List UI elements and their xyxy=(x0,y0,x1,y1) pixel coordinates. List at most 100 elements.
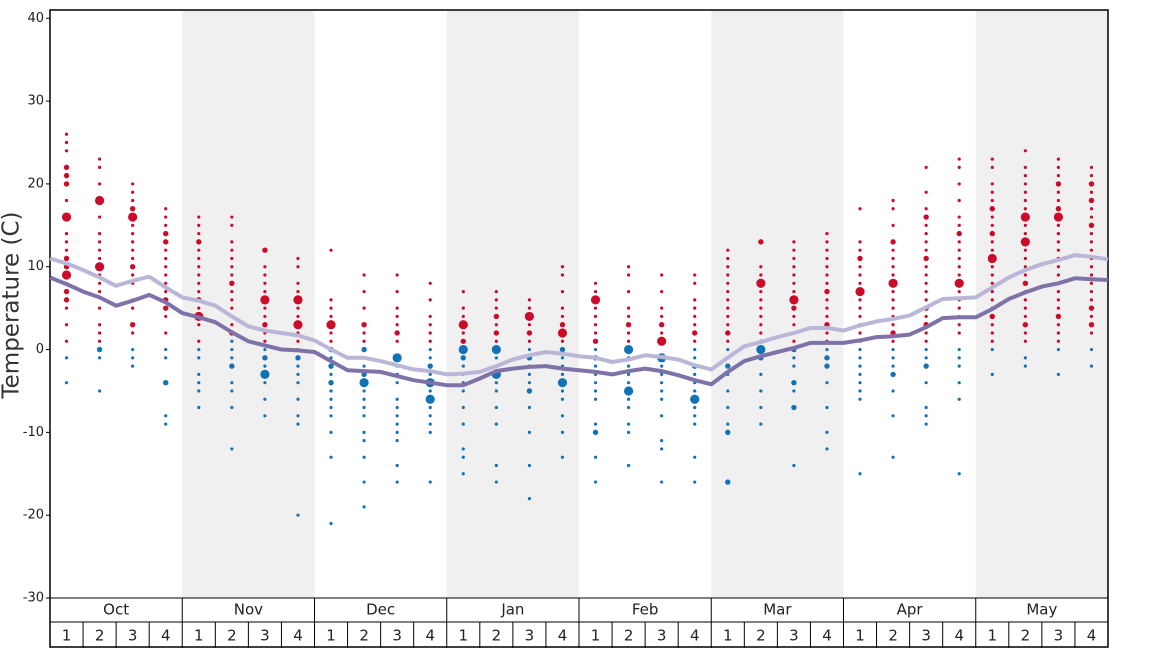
low-dot xyxy=(97,389,102,393)
high-dot xyxy=(129,322,136,328)
high-dot xyxy=(128,212,138,222)
high-dot xyxy=(957,289,961,294)
high-dot xyxy=(394,330,400,336)
high-dot xyxy=(792,281,796,285)
month-label: May xyxy=(1026,601,1057,619)
high-dot xyxy=(726,298,730,302)
high-dot xyxy=(557,328,568,338)
low-dot xyxy=(858,389,862,393)
low-dot xyxy=(858,372,862,376)
high-dot xyxy=(1089,281,1094,285)
low-dot xyxy=(296,513,300,517)
high-dot xyxy=(1056,323,1061,327)
high-dot xyxy=(924,190,928,194)
high-dot xyxy=(163,305,169,311)
low-dot xyxy=(891,414,895,418)
low-dot xyxy=(230,356,234,360)
high-dot xyxy=(1089,331,1094,335)
high-dot xyxy=(1088,222,1095,229)
high-dot xyxy=(990,240,994,244)
low-dot xyxy=(825,347,829,352)
high-dot xyxy=(197,215,201,219)
week-label: 4 xyxy=(425,627,435,645)
high-dot xyxy=(97,281,102,285)
low-dot xyxy=(296,372,300,376)
high-dot xyxy=(263,281,267,285)
low-dot xyxy=(97,356,102,360)
high-dot xyxy=(726,323,730,327)
low-dot xyxy=(395,381,399,385)
high-dot xyxy=(164,215,168,219)
low-dot xyxy=(990,347,994,352)
low-dot xyxy=(957,381,961,385)
high-dot xyxy=(825,314,829,319)
high-dot xyxy=(63,164,70,171)
high-dot xyxy=(726,248,730,252)
low-dot xyxy=(362,455,366,459)
week-label: 3 xyxy=(657,627,667,645)
high-dot xyxy=(131,273,135,277)
month-label: Jan xyxy=(500,601,524,619)
high-dot xyxy=(693,306,697,310)
low-dot xyxy=(230,339,234,343)
week-label: 4 xyxy=(161,627,171,645)
high-dot xyxy=(197,273,201,277)
low-dot xyxy=(825,447,829,451)
y-tick-label: 20 xyxy=(27,176,44,191)
axes xyxy=(46,9,1109,648)
low-dot xyxy=(329,397,333,401)
low-dot xyxy=(362,505,366,509)
high-dot xyxy=(1023,314,1027,319)
low-dot xyxy=(792,463,796,468)
high-dot xyxy=(759,331,763,335)
high-dot xyxy=(759,273,763,277)
high-dot xyxy=(362,339,366,343)
high-dot xyxy=(64,323,69,327)
low-dot xyxy=(362,389,366,393)
high-dot xyxy=(789,295,799,305)
week-label: 2 xyxy=(888,627,898,645)
low-dot xyxy=(395,480,399,484)
high-dot xyxy=(693,298,697,302)
low-dot xyxy=(362,439,366,443)
low-dot xyxy=(557,378,568,388)
low-dot xyxy=(626,430,631,434)
low-dot xyxy=(858,347,862,352)
high-dot xyxy=(626,306,631,310)
high-dot xyxy=(1023,190,1027,194)
low-dot xyxy=(791,379,797,386)
low-dot xyxy=(693,414,697,418)
high-dot xyxy=(131,306,135,310)
low-dot xyxy=(461,447,465,451)
high-dot xyxy=(326,320,336,330)
high-dot xyxy=(494,306,498,310)
low-dot xyxy=(458,344,468,355)
low-dot xyxy=(660,397,664,401)
high-dot xyxy=(858,331,862,335)
high-dot xyxy=(131,331,135,335)
low-dot xyxy=(693,372,697,376)
high-dot xyxy=(1056,157,1061,161)
high-dot xyxy=(1023,265,1027,269)
low-dot xyxy=(593,480,598,484)
high-dot xyxy=(164,256,168,261)
low-dot xyxy=(527,497,532,501)
low-dot xyxy=(362,397,366,401)
high-dot xyxy=(858,273,862,277)
low-dot xyxy=(64,356,69,360)
high-dot xyxy=(726,314,730,319)
high-dot xyxy=(990,198,994,203)
week-label: 2 xyxy=(227,627,237,645)
labels: -30 -20 -10 0 10 20 30 40 Oct Nov Dec Jan Feb Mar Apr M… xyxy=(23,11,1096,645)
high-dot xyxy=(825,281,829,285)
low-dot xyxy=(759,372,763,376)
low-dot xyxy=(197,389,201,393)
low-dot xyxy=(329,521,333,526)
high-dot xyxy=(693,281,697,285)
week-label: 1 xyxy=(194,627,204,645)
high-dot xyxy=(990,323,994,327)
high-dot xyxy=(524,311,535,322)
high-dot xyxy=(858,298,862,302)
high-dot xyxy=(726,256,730,261)
high-dot xyxy=(1056,331,1061,335)
